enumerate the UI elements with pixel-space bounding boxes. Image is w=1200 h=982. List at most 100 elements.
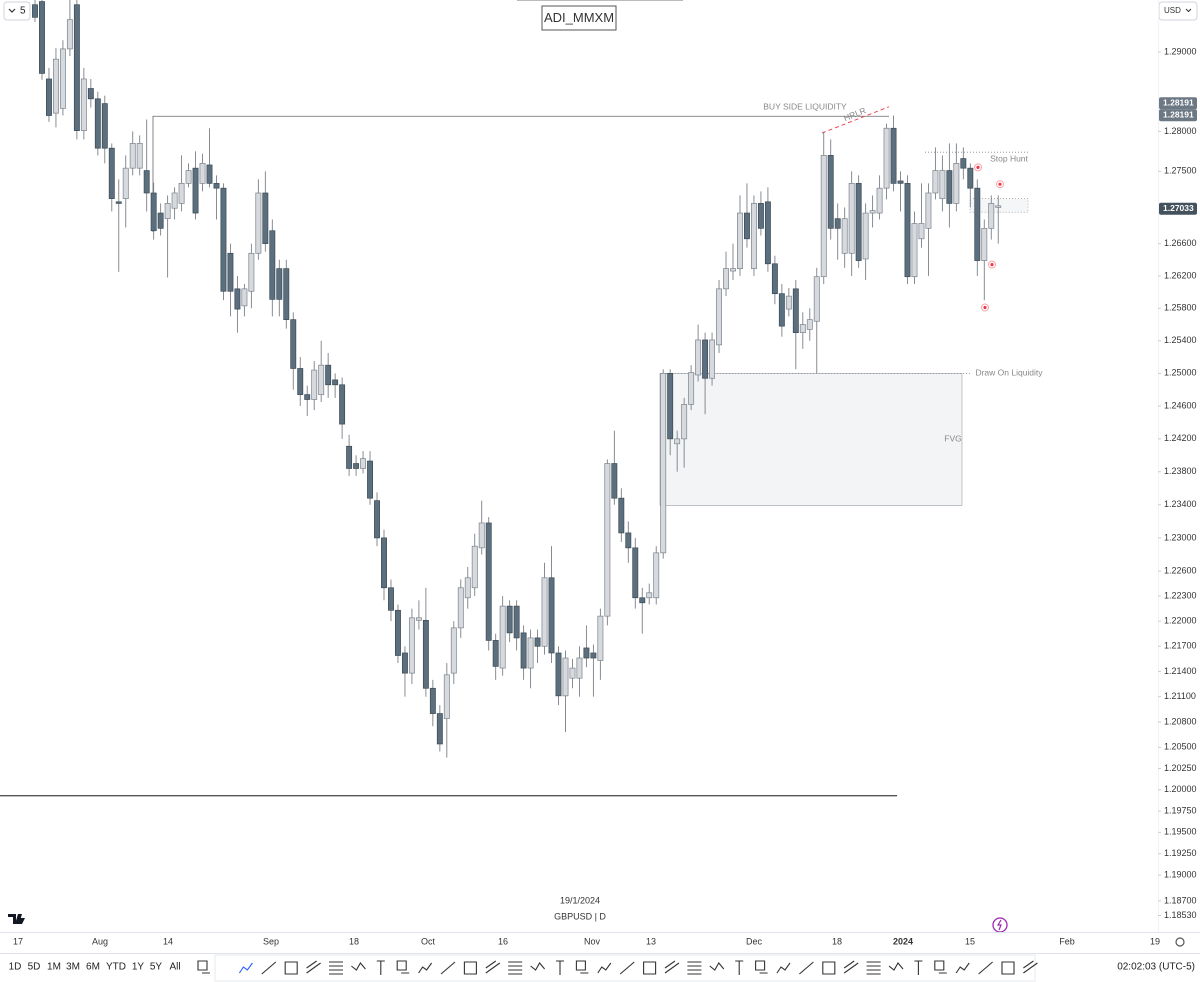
candle-down <box>395 609 401 656</box>
tool-icon[interactable] <box>735 960 744 975</box>
candle-up <box>869 210 876 214</box>
candle-down <box>353 463 360 469</box>
tool-icon[interactable] <box>508 961 523 975</box>
candle-up <box>408 617 415 674</box>
y-tick-label: 1.24600 <box>1164 400 1197 410</box>
x-tick-label: Feb <box>1059 936 1075 946</box>
tool-icon[interactable] <box>376 960 385 975</box>
tool-icon[interactable] <box>485 960 501 974</box>
candle-down <box>555 652 562 697</box>
tool-icon[interactable] <box>306 960 321 974</box>
title: ADI_MMXM <box>544 10 614 25</box>
tool-icon[interactable] <box>709 962 725 971</box>
tool-icon[interactable] <box>261 961 277 975</box>
candle-up <box>450 627 457 674</box>
tool-icon[interactable] <box>866 961 881 975</box>
y-tick-label: 1.20000 <box>1164 784 1197 794</box>
range-button[interactable]: 6M <box>86 962 100 973</box>
tool-icon[interactable] <box>755 960 768 974</box>
candle-down <box>367 460 373 499</box>
y-tick-label: 1.24200 <box>1164 433 1197 443</box>
candle-down <box>897 180 904 184</box>
candle-up <box>576 657 583 679</box>
interval-button[interactable] <box>3 1 31 21</box>
marker-dot <box>998 182 1002 186</box>
y-tick-label: 1.21400 <box>1164 666 1197 676</box>
candle-up <box>415 617 422 621</box>
candle-up <box>52 58 59 114</box>
candle-up <box>674 438 681 445</box>
candle-down <box>150 192 157 232</box>
tool-icon[interactable] <box>556 960 564 975</box>
candle-down <box>269 230 276 300</box>
settings-icon[interactable] <box>1175 937 1185 947</box>
tool-icon[interactable] <box>978 961 993 975</box>
candle-down <box>87 88 94 100</box>
range-button[interactable]: 5Y <box>150 962 163 973</box>
candle-down <box>346 445 353 469</box>
tool-icon[interactable] <box>530 962 546 971</box>
tool-icon[interactable] <box>1001 961 1015 975</box>
candle-down <box>388 587 394 611</box>
interval: 5 <box>20 6 26 17</box>
range-button[interactable]: 1Y <box>132 962 145 973</box>
tool-icon[interactable] <box>418 962 433 974</box>
tool-icon[interactable] <box>888 962 904 971</box>
tool-icon[interactable] <box>440 961 456 975</box>
candle-up <box>688 372 695 405</box>
candle-down <box>764 201 771 265</box>
y-tick-label: 1.26600 <box>1164 238 1197 248</box>
tool-icon[interactable] <box>843 960 859 974</box>
candle-up <box>59 48 66 109</box>
candle-up <box>360 458 367 469</box>
candle-up <box>716 288 722 346</box>
chevron-icon <box>8 8 16 13</box>
tool-icon[interactable] <box>197 960 210 974</box>
tool-icon[interactable] <box>619 961 635 975</box>
candle-down <box>583 647 590 659</box>
tool-icon[interactable] <box>284 961 298 975</box>
marker-dot <box>976 165 980 169</box>
x-tick-label: 13 <box>646 936 656 946</box>
tool-icon[interactable] <box>329 961 343 975</box>
tool-icon[interactable] <box>955 962 970 974</box>
tool-icon[interactable] <box>463 961 477 975</box>
candle-down <box>771 263 778 295</box>
candle-down <box>157 212 164 229</box>
tool-icon[interactable] <box>238 962 253 974</box>
range-button[interactable]: 1M <box>47 962 61 973</box>
price-label-box <box>1159 202 1197 215</box>
tool-icon[interactable] <box>597 962 612 974</box>
range-button[interactable]: All <box>169 962 180 973</box>
tool-icon[interactable] <box>776 962 791 974</box>
tool-icon[interactable] <box>687 961 702 975</box>
tool-icon[interactable] <box>822 961 836 975</box>
clock: 02:02:03 (UTC-5) <box>1117 962 1195 973</box>
range-button[interactable]: 1D <box>9 962 22 973</box>
tool-icon[interactable] <box>934 960 947 974</box>
candle-up <box>241 288 248 307</box>
logo[interactable] <box>8 914 25 924</box>
tool-icon[interactable] <box>351 962 366 971</box>
tool-icon[interactable] <box>664 960 680 974</box>
tool-icon[interactable] <box>575 960 589 974</box>
tool-icon[interactable] <box>643 961 657 975</box>
tool-icon[interactable] <box>914 960 923 975</box>
tool-icon[interactable] <box>396 960 410 974</box>
chevron-icon <box>1185 8 1192 13</box>
tool-icon[interactable] <box>1023 960 1038 974</box>
candle-down <box>548 577 555 654</box>
candle-down <box>534 637 541 647</box>
tool-icon[interactable] <box>799 961 814 975</box>
candle-up <box>164 203 171 220</box>
range-button[interactable]: YTD <box>106 962 126 973</box>
range-button[interactable]: 3M <box>66 962 80 973</box>
candle-down <box>115 201 122 204</box>
y-tick-label: 1.27500 <box>1164 166 1197 176</box>
candle-up <box>464 577 471 599</box>
candle-down <box>946 170 953 204</box>
x-tick-label: Nov <box>584 936 601 946</box>
range-button[interactable]: 5D <box>28 962 41 973</box>
